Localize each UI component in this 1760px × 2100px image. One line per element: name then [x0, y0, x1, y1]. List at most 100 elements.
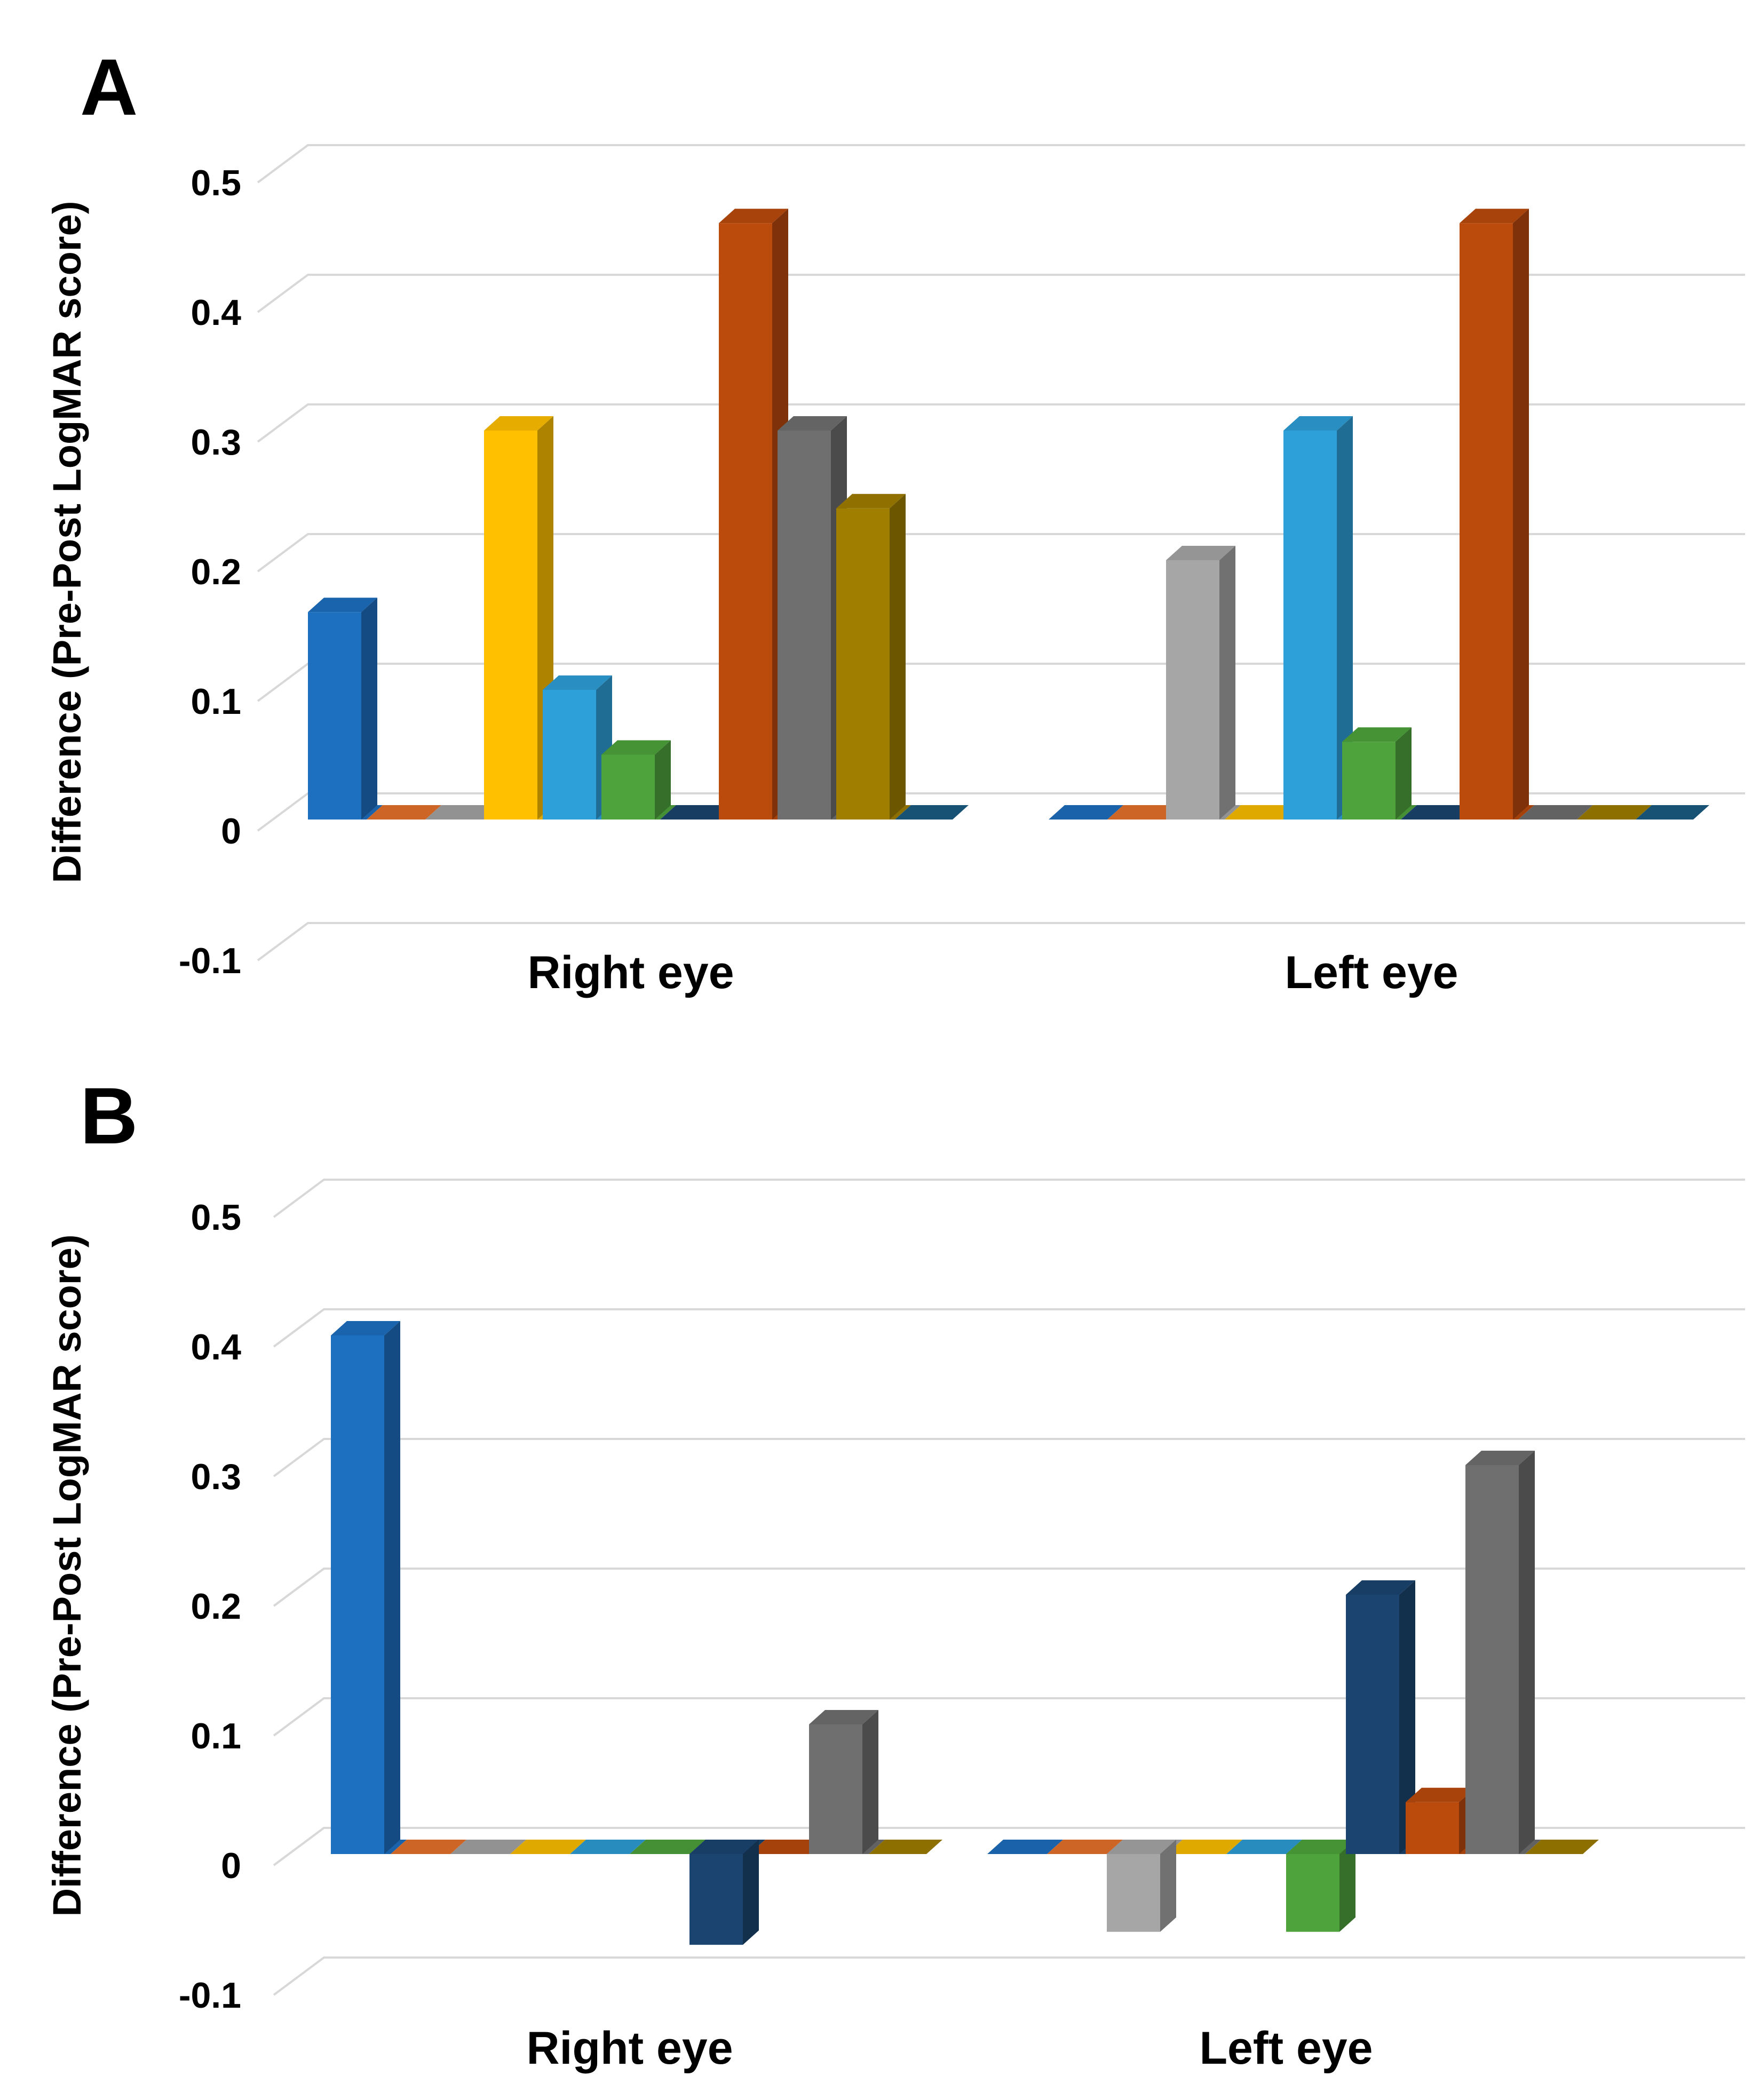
y-tick-label: 0.4: [191, 1327, 241, 1367]
floor-slab: [1047, 1840, 1123, 1854]
bar-front: [719, 223, 772, 820]
floor-slab: [510, 1840, 586, 1854]
y-tick-label: 0.2: [191, 552, 241, 592]
bar-top: [484, 416, 553, 431]
y-tick-label: 0.1: [191, 681, 241, 722]
bar-front: [1283, 431, 1337, 820]
bar-side: [1513, 209, 1529, 820]
bar-top: [809, 1710, 878, 1724]
y-axis-title-panel-a: Difference (Pre-Post LogMAR score): [45, 201, 89, 884]
bar-front: [1465, 1465, 1519, 1854]
floor-slab: [391, 1840, 466, 1854]
floor-slab: [570, 1840, 646, 1854]
bar-front: [1342, 742, 1396, 820]
bar-front: [836, 508, 890, 820]
floor-slab: [450, 1840, 526, 1854]
bar-top: [331, 1321, 400, 1335]
bar-top: [689, 1840, 759, 1854]
bar-side: [743, 1840, 759, 1945]
gridline: [257, 533, 1745, 572]
bar-top: [1346, 1580, 1415, 1595]
bar-front: [1166, 560, 1219, 820]
bar-top: [1460, 209, 1529, 224]
floor-slab: [1577, 805, 1652, 820]
gridline: [273, 1308, 1745, 1348]
y-tick-label: -0.1: [179, 941, 241, 981]
y-tick-label: 0.2: [191, 1586, 241, 1627]
bar-side: [1519, 1451, 1535, 1854]
bar-front-negative: [689, 1854, 743, 1945]
bar-side: [1337, 416, 1353, 820]
bar-top: [1107, 1840, 1176, 1854]
bar-side: [890, 494, 906, 820]
y-tick-label: -0.1: [179, 1975, 241, 2016]
bar-side: [1219, 546, 1235, 820]
floor-slab: [1226, 1840, 1302, 1854]
y-tick-label: 0.5: [191, 1197, 241, 1238]
panel-a-letter: A: [80, 42, 138, 132]
bar-front: [308, 612, 361, 820]
y-axis-title-panel-b: Difference (Pre-Post LogMAR score): [45, 1234, 89, 1917]
floor-slab: [987, 1840, 1063, 1854]
y-tick-label: 0.3: [191, 1457, 241, 1497]
gridline: [273, 1827, 1745, 1866]
gridline: [273, 1956, 1745, 1996]
bar-front-negative: [1286, 1854, 1339, 1932]
bar-top: [601, 740, 671, 755]
bar-side: [1339, 1840, 1355, 1932]
floor-slab: [660, 805, 735, 820]
bar-front: [601, 754, 655, 820]
floor-slab: [1518, 805, 1593, 820]
floor-slab: [1107, 805, 1182, 820]
bar-top: [1286, 1840, 1355, 1854]
y-tick-label: 0.1: [191, 1716, 241, 1756]
bar-side: [1399, 1580, 1415, 1854]
bar-front: [484, 431, 537, 820]
gridline: [273, 1697, 1745, 1737]
floor-slab: [1636, 805, 1709, 820]
floor-slab: [749, 1840, 825, 1854]
floor-slab: [630, 1840, 705, 1854]
floor-slab: [869, 1840, 942, 1854]
bar-front: [543, 690, 596, 820]
bar-side: [361, 598, 377, 820]
floor-slab: [1401, 805, 1476, 820]
x-category-label: Left eye: [1285, 947, 1458, 998]
bar-top: [543, 675, 612, 690]
bar-top: [308, 598, 377, 612]
floor-slab: [895, 805, 969, 820]
bar-front-negative: [1107, 1854, 1160, 1932]
y-tick-label: 0.4: [191, 292, 241, 333]
bar-side: [1396, 727, 1412, 820]
bar-front: [1346, 1595, 1399, 1854]
bar-front: [778, 431, 831, 820]
bar-side: [655, 740, 671, 820]
floor-slab: [1525, 1840, 1599, 1854]
bar-front: [1406, 1802, 1459, 1854]
bar-side: [384, 1321, 400, 1854]
gridline: [273, 1568, 1745, 1607]
gridline: [257, 274, 1745, 313]
floor-slab: [425, 805, 500, 820]
floor-slab: [1225, 805, 1299, 820]
y-tick-label: 0: [221, 1846, 241, 1886]
gridline: [273, 1179, 1745, 1218]
floor-slab: [1167, 1840, 1242, 1854]
y-tick-label: 0: [221, 811, 241, 852]
floor-slab: [1049, 805, 1123, 820]
bar-top: [836, 494, 906, 508]
x-category-label: Right eye: [526, 2023, 733, 2074]
bar-side: [862, 1710, 878, 1854]
x-category-label: Left eye: [1199, 2023, 1373, 2074]
floor-slab: [367, 805, 441, 820]
bar-front: [809, 1724, 862, 1854]
bar-side: [1160, 1840, 1176, 1932]
y-tick-label: 0.5: [191, 163, 241, 203]
bar-top: [778, 416, 847, 431]
bar-top: [1406, 1787, 1475, 1802]
gridline: [273, 1438, 1745, 1477]
y-tick-label: 0.3: [191, 422, 241, 463]
gridline: [257, 403, 1745, 443]
